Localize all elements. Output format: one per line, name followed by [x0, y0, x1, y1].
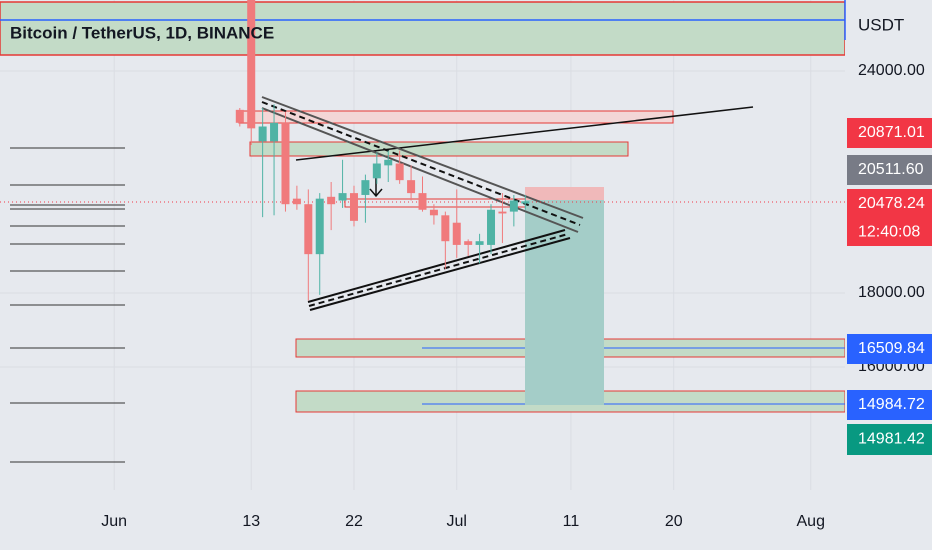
- zone: [249, 141, 629, 157]
- price-label: 20871.01: [858, 124, 925, 141]
- y-tick-label: 18000.00: [858, 284, 925, 301]
- channel-line: [307, 229, 566, 303]
- candle-body: [384, 159, 393, 166]
- price-label-bg: [847, 118, 932, 148]
- price-label: 20478.24: [858, 195, 925, 212]
- y-tick-label: 24000.00: [858, 62, 925, 79]
- candle-body: [521, 201, 530, 204]
- channel-line: [309, 237, 571, 311]
- candle-body: [281, 122, 290, 205]
- candle-body: [418, 193, 427, 210]
- zone: [0, 1, 845, 56]
- x-tick-label: 20: [665, 513, 683, 530]
- candle-body: [304, 204, 313, 255]
- candle-body: [292, 198, 301, 205]
- drawings: [0, 1, 845, 463]
- channel-line: [261, 107, 579, 233]
- price-label: 16509.84: [858, 340, 925, 357]
- candle-body: [338, 193, 347, 201]
- price-label: 14984.72: [858, 396, 925, 413]
- price-label: 14981.42: [858, 431, 925, 448]
- candle-body: [509, 200, 518, 212]
- candle-body: [349, 193, 358, 221]
- candle-body: [487, 209, 496, 245]
- x-tick-label: Jul: [447, 513, 467, 530]
- left-lines: [10, 147, 125, 463]
- price-label-bg: [847, 334, 932, 364]
- candle-body: [441, 215, 450, 242]
- price-label-bg: [847, 155, 932, 185]
- candle-body: [407, 180, 416, 194]
- currency: USDT: [858, 15, 904, 34]
- candle-body: [315, 198, 324, 255]
- price-label-bg: [847, 390, 932, 420]
- candle-body: [475, 241, 484, 245]
- candle-body: [258, 126, 267, 142]
- candle-body: [361, 180, 370, 195]
- candle-body: [327, 196, 336, 205]
- x-tick-label: Aug: [797, 513, 825, 530]
- price-label: 20511.60: [858, 161, 924, 178]
- price-label: 12:40:08: [858, 224, 920, 241]
- price-label-bg: [847, 219, 932, 246]
- candle-body: [270, 122, 279, 142]
- arrow: [369, 177, 383, 198]
- channel-mid: [261, 101, 581, 226]
- candle-body: [452, 222, 461, 245]
- candle-body: [464, 241, 473, 245]
- candle-body: [429, 209, 438, 216]
- x-tick-label: 11: [563, 513, 580, 530]
- x-tick-label: 13: [242, 513, 260, 530]
- candle-body: [247, 0, 256, 129]
- price-label-bg: [847, 424, 932, 455]
- candle-body: [395, 163, 404, 181]
- stop-zone: [525, 187, 604, 200]
- price-label-bg: [847, 189, 932, 219]
- candle-body: [235, 109, 244, 123]
- channel-mid: [308, 233, 569, 307]
- x-tick-label: 22: [345, 513, 363, 530]
- candles: [235, 0, 530, 301]
- candle-body: [372, 163, 381, 179]
- x-tick-label: Jun: [101, 513, 127, 530]
- candle-body: [498, 211, 507, 214]
- channel-line: [261, 96, 584, 219]
- chart-title: Bitcoin / TetherUS, 1D, BINANCE: [10, 23, 274, 42]
